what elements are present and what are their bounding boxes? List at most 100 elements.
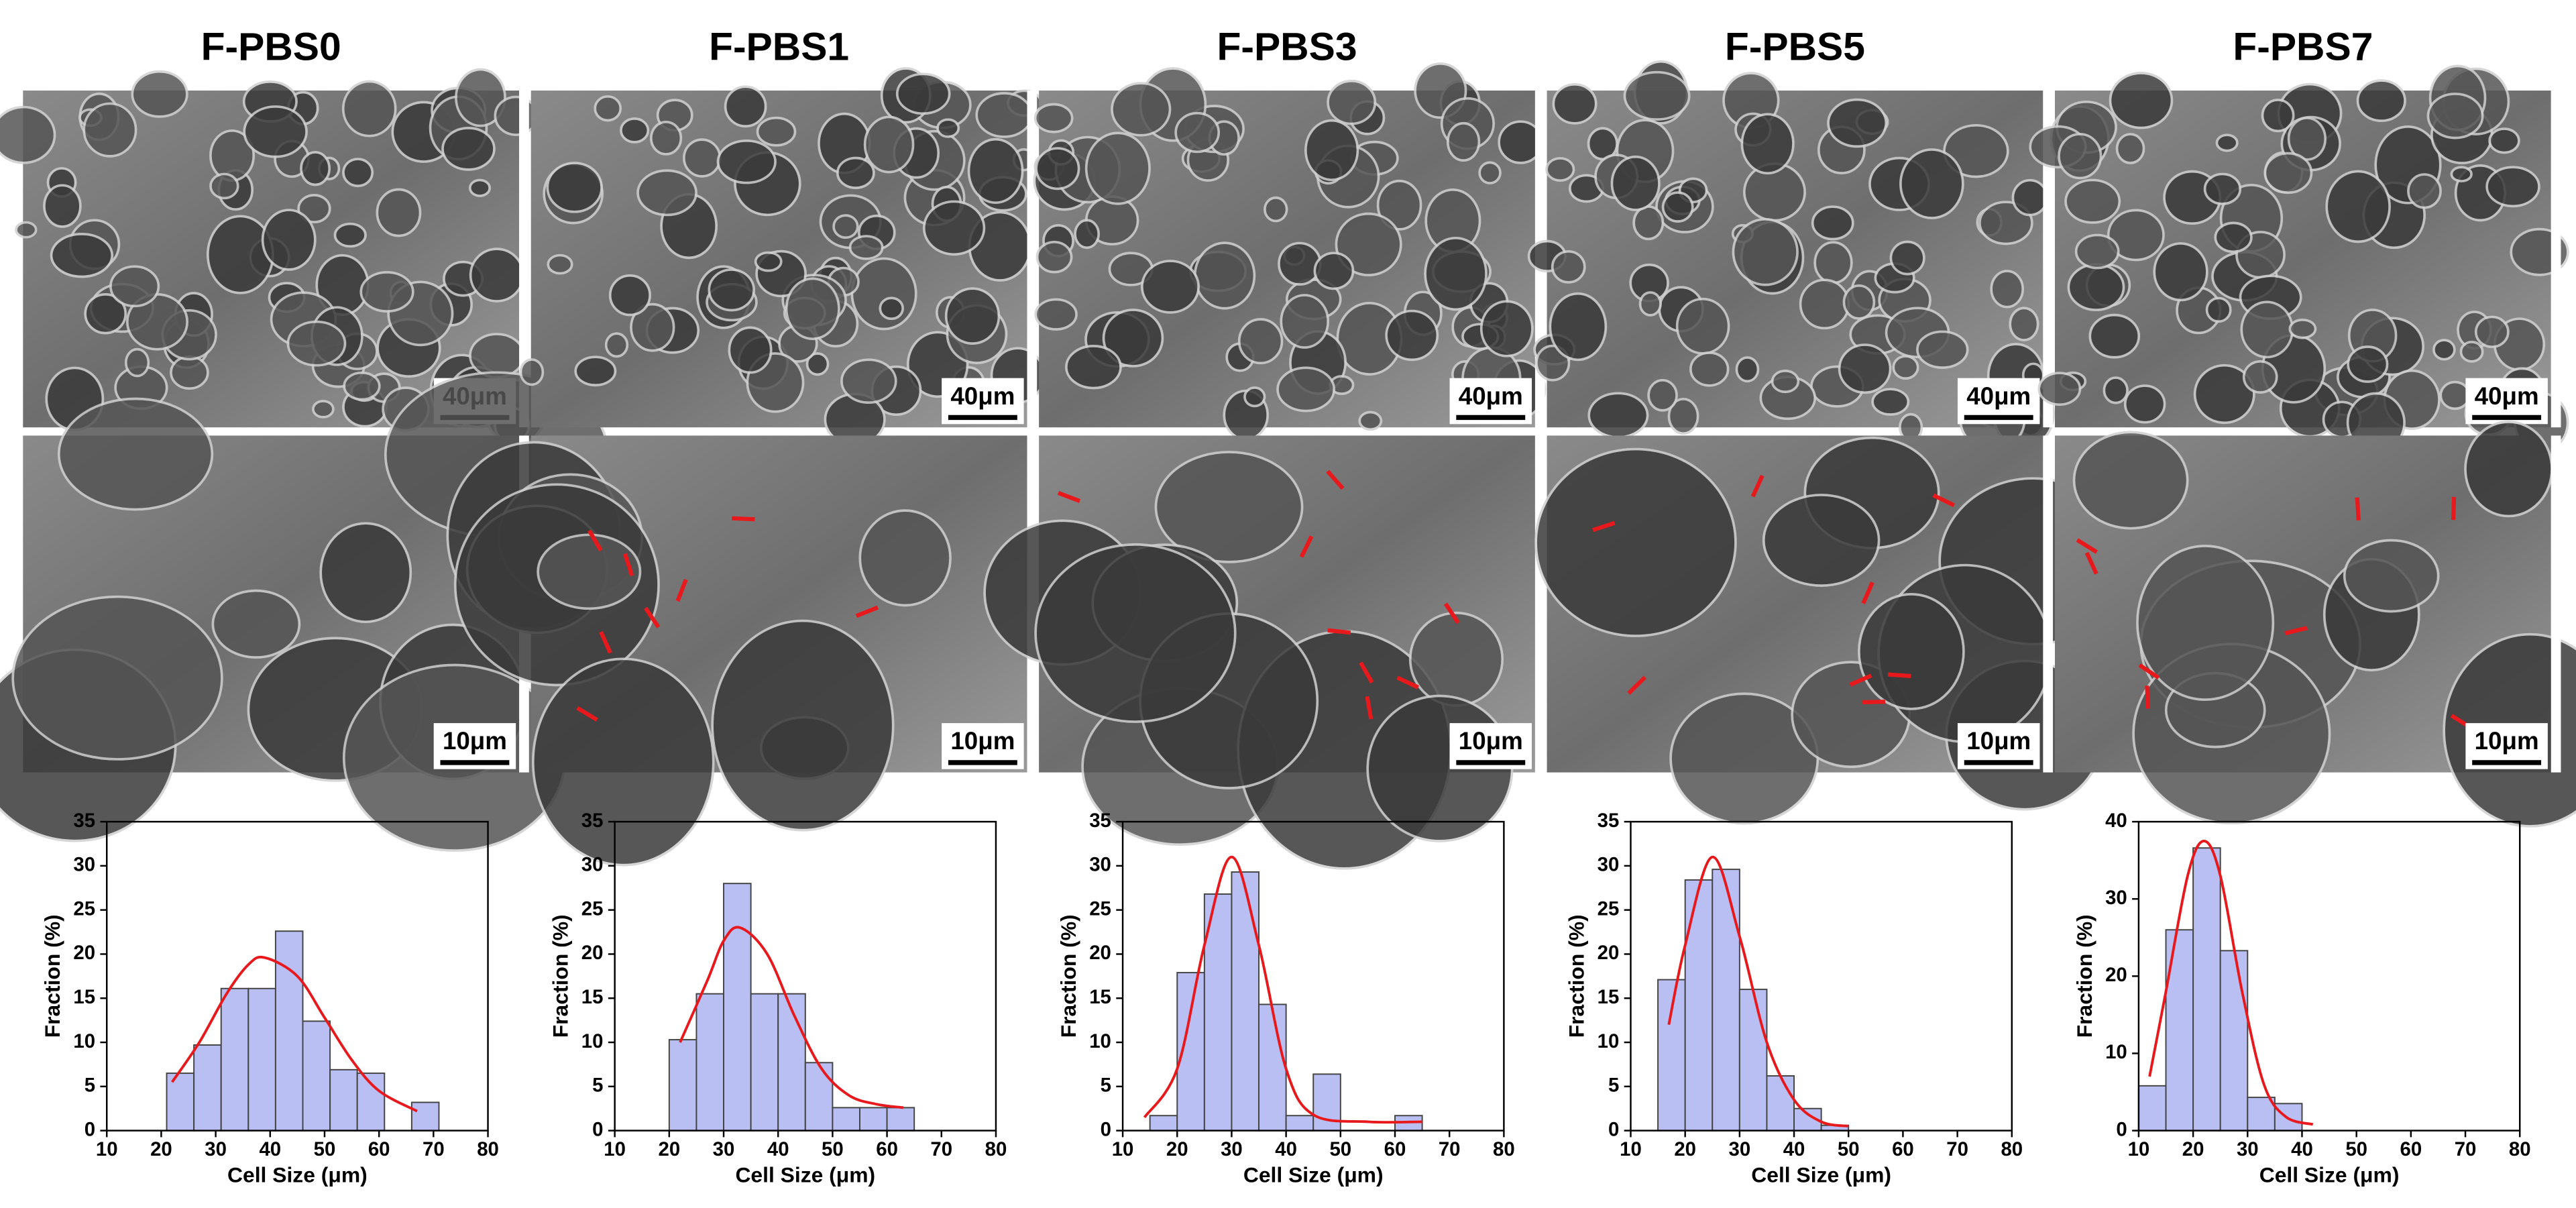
- pore: [2240, 300, 2294, 359]
- pore: [724, 85, 767, 128]
- panel-title: F-PBS5: [1725, 25, 1865, 68]
- y-tick-label: 10: [1089, 1030, 1111, 1052]
- bar: [2192, 847, 2221, 1132]
- sem-image: 10μm: [446, 435, 1038, 867]
- y-tick-label: 25: [1089, 897, 1111, 920]
- clip-edge: [2551, 90, 2561, 428]
- pore: [1408, 611, 1504, 707]
- arrow: [2084, 551, 2098, 575]
- bar: [2137, 1085, 2167, 1132]
- pore: [2203, 172, 2242, 205]
- pore: [2115, 133, 2145, 164]
- pore: [1327, 79, 1377, 125]
- scale-bar-label: 10μm: [950, 727, 1015, 755]
- pore: [1871, 388, 1910, 416]
- fit-curve: [679, 926, 904, 1109]
- y-tick-label: 35: [1089, 810, 1111, 832]
- pore: [1551, 250, 1586, 284]
- pore: [2011, 178, 2049, 217]
- y-axis-label: Fraction (%): [1565, 914, 1589, 1038]
- scale-bar-label: 40μm: [1966, 382, 2031, 410]
- x-tick-label: 60: [1892, 1138, 1914, 1160]
- pore: [2261, 99, 2295, 133]
- bar: [1149, 1115, 1178, 1132]
- y-tick-label: 25: [73, 897, 95, 920]
- bar: [302, 1020, 331, 1132]
- pore: [131, 70, 188, 118]
- y-tick-label: 30: [73, 854, 95, 876]
- pore: [879, 296, 905, 321]
- pore: [630, 303, 675, 352]
- x-tick-label: 40: [1275, 1138, 1297, 1160]
- y-tick-label: 20: [1089, 942, 1111, 964]
- y-tick-label: 25: [581, 897, 604, 920]
- bar: [2247, 1097, 2276, 1132]
- pore: [2474, 315, 2510, 349]
- y-tick-label: 20: [2105, 964, 2127, 986]
- y-tick-label: 35: [1598, 810, 1620, 832]
- arrow: [855, 605, 879, 618]
- y-tick-label: 0: [1101, 1118, 1111, 1140]
- y-tick-label: 0: [85, 1118, 95, 1140]
- panel-title: F-PBS1: [709, 25, 849, 68]
- pore: [858, 509, 952, 607]
- pore: [1358, 410, 1383, 431]
- x-axis-label: Cell Size (μm): [1243, 1163, 1384, 1187]
- pore: [469, 333, 525, 379]
- pore: [342, 158, 374, 188]
- bar: [750, 993, 779, 1132]
- x-tick-label: 40: [2291, 1138, 2313, 1160]
- x-tick-label: 20: [2182, 1138, 2204, 1160]
- pore: [1335, 212, 1402, 277]
- arrow: [1057, 491, 1081, 503]
- pore: [2288, 319, 2317, 339]
- x-tick-label: 30: [1729, 1138, 1751, 1160]
- bar: [2219, 950, 2249, 1132]
- pore: [1376, 179, 1422, 231]
- bar: [1684, 879, 1714, 1132]
- pore: [1264, 196, 1288, 223]
- pore: [1534, 447, 1737, 637]
- x-tick-label: 40: [1783, 1138, 1805, 1160]
- pore: [2485, 166, 2540, 208]
- bar: [777, 993, 806, 1132]
- arrow: [1932, 493, 1956, 508]
- pore: [2459, 341, 2484, 363]
- pore: [2347, 345, 2389, 383]
- pore: [1446, 121, 1481, 162]
- pore: [1111, 82, 1172, 137]
- pore: [708, 268, 756, 312]
- pore: [1479, 300, 1534, 358]
- y-tick-label: 10: [73, 1030, 95, 1052]
- bar: [886, 1107, 915, 1132]
- plot-frame: [1121, 820, 1505, 1132]
- pore: [1610, 155, 1661, 211]
- pore: [333, 222, 367, 248]
- sem-image: 10μm: [2054, 421, 2576, 828]
- y-tick-label: 20: [581, 942, 604, 964]
- pore: [1667, 398, 1699, 435]
- pore: [1732, 217, 1799, 286]
- pore: [2037, 372, 2082, 406]
- sem-image: 40μm: [1527, 60, 2055, 451]
- pore: [2072, 431, 2189, 530]
- y-tick-label: 35: [73, 810, 95, 832]
- pore: [1771, 370, 1800, 394]
- pore: [2464, 421, 2553, 518]
- pore: [1552, 83, 1598, 125]
- pore: [1478, 161, 1502, 184]
- pore: [1889, 240, 1925, 276]
- pore: [1424, 236, 1488, 311]
- arrow: [1750, 474, 1765, 498]
- pore: [82, 102, 137, 158]
- bar: [166, 1073, 195, 1132]
- arrow: [599, 630, 612, 654]
- y-tick-label: 30: [2105, 887, 2127, 909]
- pore: [2123, 384, 2166, 424]
- pore: [2439, 380, 2471, 410]
- pore: [2193, 364, 2255, 425]
- panel-title: F-PBS3: [1217, 25, 1357, 68]
- pore: [1102, 309, 1164, 368]
